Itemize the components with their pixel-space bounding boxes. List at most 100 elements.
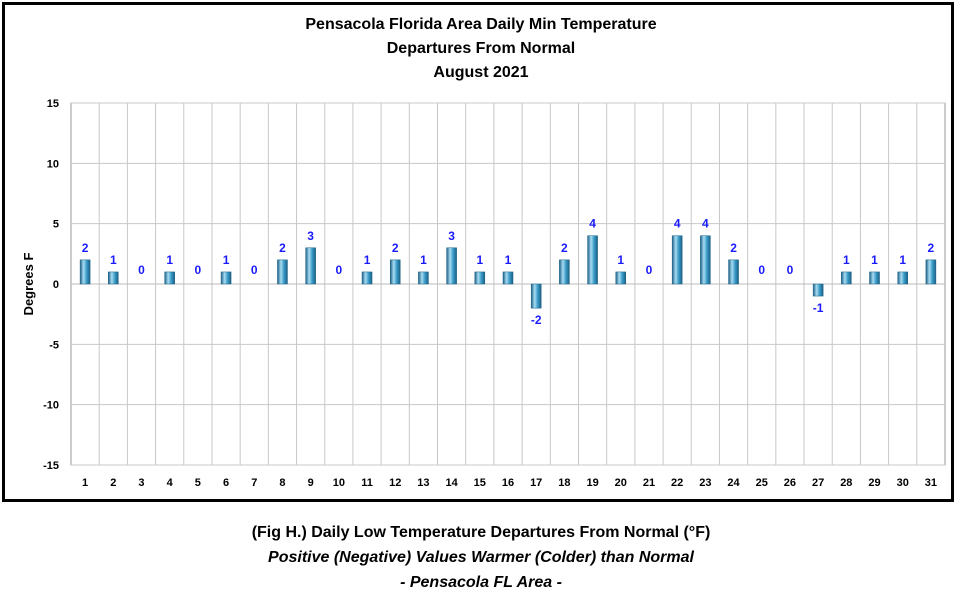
x-tick-label: 20 [615,477,627,489]
bar [277,259,288,285]
data-label: 0 [195,263,202,277]
data-label: 1 [843,253,850,267]
x-tick-label: 19 [586,477,598,489]
x-tick-label: 13 [417,477,429,489]
y-tick-label: 15 [47,98,59,110]
x-tick-label: 4 [167,477,174,489]
x-tick-label: 2 [110,477,116,489]
data-label: 4 [702,217,709,231]
caption-line-1: (Fig H.) Daily Low Temperature Departure… [251,524,711,541]
data-label: 1 [166,253,173,267]
x-tick-label: 11 [361,477,373,489]
x-tick-label: 30 [897,477,909,489]
x-tick-label: 22 [671,477,683,489]
data-label: 1 [899,253,906,267]
data-label: 0 [251,263,258,277]
bar-layer [79,235,937,309]
x-tick-label: 23 [699,477,711,489]
x-tick-label: 1 [82,477,88,489]
bar [220,271,232,285]
bar [361,271,373,285]
data-label: 0 [646,263,653,277]
bar [615,271,627,285]
caption-line-2: Positive (Negative) Values Warmer (Colde… [268,549,694,566]
x-tick-label: 7 [251,477,257,489]
bar [108,271,119,285]
bar [164,271,175,285]
data-label: 1 [420,253,427,267]
caption-line-3: - Pensacola FL Area - [400,574,562,591]
bar [305,247,316,285]
bar [389,259,401,285]
x-tick-label: 15 [474,477,486,489]
y-tick-label: 0 [53,279,59,291]
y-tick-label: -10 [43,400,59,412]
y-tick-label: 10 [47,158,59,170]
y-tick-label: 5 [53,219,59,231]
bar [728,259,739,285]
bar [671,235,683,285]
x-tick-label: 16 [502,477,514,489]
x-tick-label: 3 [138,477,144,489]
x-tick-label: 17 [530,477,542,489]
x-tick-label: 5 [195,477,201,489]
bar [587,235,598,285]
x-tick-label: 18 [558,477,570,489]
data-label: -2 [531,313,542,327]
x-tick-label: 31 [925,477,937,489]
data-label: 4 [674,217,681,231]
y-tick-label: -15 [43,460,59,472]
x-tick-label: 12 [389,477,401,489]
data-label: 0 [758,263,765,277]
x-tick-label: 6 [223,477,229,489]
bar [700,235,711,285]
bar [446,247,457,285]
data-label: 0 [138,263,145,277]
x-tick-label: 27 [812,477,824,489]
data-label: 4 [589,217,596,231]
data-label: 2 [279,241,286,255]
data-label: 1 [617,253,624,267]
data-label: 2 [82,241,89,255]
bar [418,271,429,285]
x-tick-label: 29 [868,477,880,489]
data-label: 0 [787,263,794,277]
data-label: -1 [813,301,824,315]
chart-plot: 151050-5-10-1521120314051607283901011121… [21,98,946,489]
x-tick-label: 14 [445,477,458,489]
label-layer: 151050-5-10-1521120314051607283901011121… [43,98,937,489]
data-label: 2 [928,241,935,255]
x-tick-label: 10 [333,477,345,489]
data-label: 3 [448,229,455,243]
x-tick-label: 26 [784,477,796,489]
bar [869,271,880,285]
data-label: 2 [561,241,568,255]
data-label: 1 [505,253,512,267]
chart-title-line-2: Departures From Normal [386,40,576,57]
bar [530,283,542,309]
data-label: 1 [110,253,117,267]
y-axis-label: Degrees F [21,253,36,316]
data-label: 2 [392,241,399,255]
y-tick-label: -5 [49,339,59,351]
chart-title-line-3: August 2021 [433,64,529,81]
bar [897,271,908,285]
bar [474,271,486,285]
data-label: 1 [364,253,371,267]
x-tick-label: 28 [840,477,852,489]
bar [559,259,570,285]
x-tick-label: 21 [643,477,655,489]
data-label: 2 [730,241,737,255]
chart-title-line-1: Pensacola Florida Area Daily Min Tempera… [305,16,657,33]
bar [925,259,937,285]
x-tick-label: 8 [279,477,285,489]
x-tick-label: 25 [756,477,768,489]
data-label: 1 [871,253,878,267]
data-label: 1 [223,253,230,267]
x-tick-label: 24 [727,477,740,489]
bar [502,271,514,285]
bar [841,271,852,285]
bar [79,259,91,285]
x-tick-label: 9 [308,477,314,489]
data-label: 0 [335,263,342,277]
